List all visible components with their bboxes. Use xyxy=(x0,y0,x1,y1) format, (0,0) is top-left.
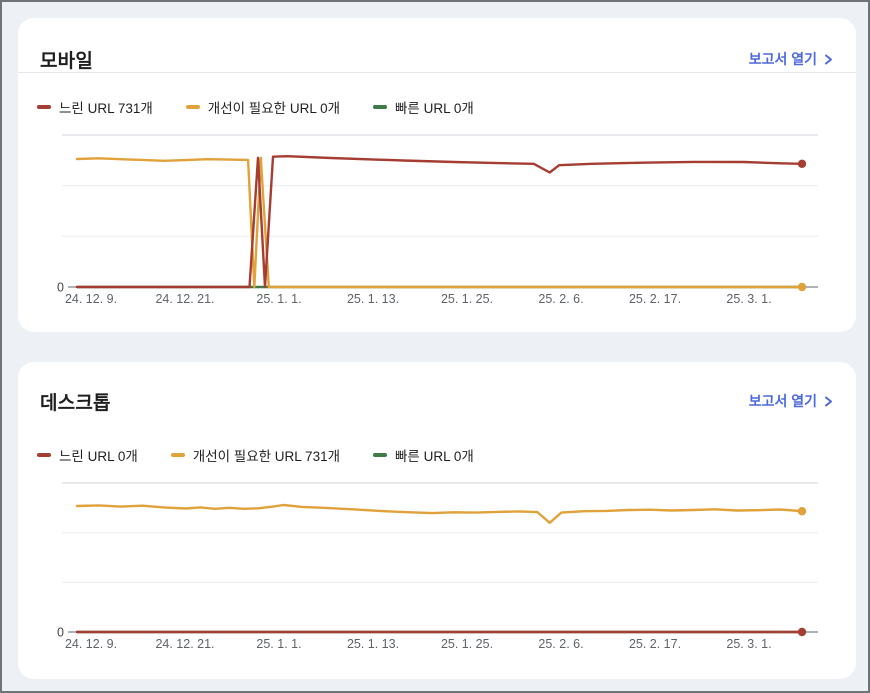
svg-text:25. 2. 17.: 25. 2. 17. xyxy=(629,292,681,306)
legend-swatch-slow xyxy=(37,105,51,109)
svg-text:25. 1. 1.: 25. 1. 1. xyxy=(256,292,301,306)
svg-text:24. 12. 9.: 24. 12. 9. xyxy=(65,292,117,306)
legend-label-needs-improvement: 개선이 필요한 URL 731개 xyxy=(192,449,341,464)
legend-item-needs-improvement[interactable]: 개선이 필요한 URL 0개 xyxy=(185,97,341,117)
header-divider xyxy=(18,72,856,73)
svg-text:25. 1. 1.: 25. 1. 1. xyxy=(256,637,301,651)
legend-label-needs-improvement: 개선이 필요한 URL 0개 xyxy=(207,101,341,116)
legend-label-slow: 느린 URL 0개 xyxy=(59,449,138,464)
legend-label-fast: 빠른 URL 0개 xyxy=(395,101,474,116)
svg-text:25. 3. 1.: 25. 3. 1. xyxy=(726,292,771,306)
legend-swatch-needs-improvement xyxy=(170,453,185,457)
legend-swatch-needs-improvement xyxy=(185,105,200,109)
svg-text:25. 3. 1.: 25. 3. 1. xyxy=(726,637,771,651)
mobile-chart-legend: 느린 URL 731개 개선이 필요한 URL 0개 빠른 URL 0개 xyxy=(37,97,474,117)
svg-text:25. 1. 25.: 25. 1. 25. xyxy=(441,292,493,306)
open-report-label: 보고서 열기 xyxy=(748,393,817,409)
svg-text:25. 1. 13.: 25. 1. 13. xyxy=(347,637,399,651)
svg-text:24. 12. 9.: 24. 12. 9. xyxy=(65,637,117,651)
mobile-card: 모바일 보고서 열기 느린 URL 731개 개선이 필요한 URL 0개 빠른… xyxy=(18,18,856,332)
open-report-label: 보고서 열기 xyxy=(748,51,817,67)
svg-text:0: 0 xyxy=(57,626,64,640)
svg-text:25. 1. 13.: 25. 1. 13. xyxy=(347,292,399,306)
legend-label-fast: 빠른 URL 0개 xyxy=(395,449,474,464)
chevron-right-icon xyxy=(822,395,834,408)
svg-text:24. 12. 21.: 24. 12. 21. xyxy=(155,637,214,651)
mobile-line-chart[interactable]: 0 24. 12. 9. 24. 12. 21. 25. 1. 1. 25. 1. 13… xyxy=(18,125,856,320)
open-report-link-mobile[interactable]: 보고서 열기 xyxy=(749,49,834,69)
card-title-desktop: 데스크톱 xyxy=(40,393,111,414)
desktop-chart-legend: 느린 URL 0개 개선이 필요한 URL 731개 빠른 URL 0개 xyxy=(37,445,474,465)
legend-item-slow[interactable]: 느린 URL 0개 xyxy=(37,445,138,465)
desktop-line-chart[interactable]: 0 24. 12. 9. 24. 12. 21. 25. 1. 1. 25. 1. 13… xyxy=(18,473,856,668)
legend-item-needs-improvement[interactable]: 개선이 필요한 URL 731개 xyxy=(170,445,341,465)
legend-item-fast[interactable]: 빠른 URL 0개 xyxy=(373,445,474,465)
svg-text:0: 0 xyxy=(57,281,64,295)
svg-text:25. 2. 17.: 25. 2. 17. xyxy=(629,637,681,651)
desktop-card: 데스크톱 보고서 열기 느린 URL 0개 개선이 필요한 URL 731개 빠… xyxy=(18,362,856,679)
legend-item-slow[interactable]: 느린 URL 731개 xyxy=(37,97,153,117)
legend-swatch-fast xyxy=(373,453,388,457)
card-title-mobile: 모바일 xyxy=(40,51,94,72)
legend-swatch-fast xyxy=(373,105,388,109)
open-report-link-desktop[interactable]: 보고서 열기 xyxy=(749,391,834,411)
legend-swatch-slow xyxy=(37,453,51,457)
svg-text:25. 2. 6.: 25. 2. 6. xyxy=(538,637,583,651)
legend-item-fast[interactable]: 빠른 URL 0개 xyxy=(373,97,474,117)
chevron-right-icon xyxy=(822,53,834,66)
svg-text:25. 2. 6.: 25. 2. 6. xyxy=(538,292,583,306)
svg-text:25. 1. 25.: 25. 1. 25. xyxy=(441,637,493,651)
svg-text:24. 12. 21.: 24. 12. 21. xyxy=(155,292,214,306)
legend-label-slow: 느린 URL 731개 xyxy=(59,101,153,116)
